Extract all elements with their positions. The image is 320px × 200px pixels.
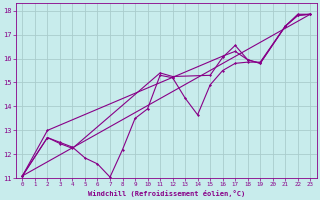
X-axis label: Windchill (Refroidissement éolien,°C): Windchill (Refroidissement éolien,°C) — [88, 190, 245, 197]
